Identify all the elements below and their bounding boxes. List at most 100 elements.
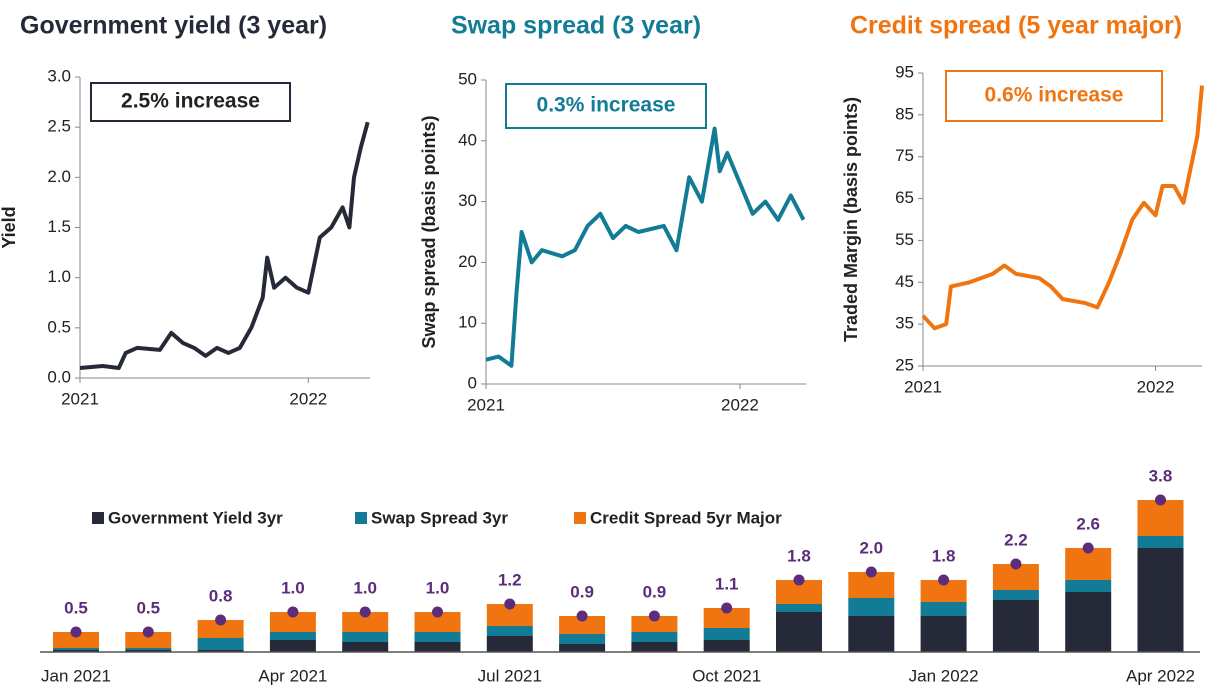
total-label: 0.9: [570, 582, 594, 601]
x-tick-label: Jul 2021: [478, 666, 542, 685]
total-label: 2.6: [1076, 514, 1100, 533]
total-label: 1.0: [353, 578, 377, 597]
y-tick-label: 2.5: [47, 117, 71, 136]
total-dot: [432, 606, 443, 618]
y-axis-label: Swap spread (basis points): [419, 115, 439, 348]
total-label: 0.8: [209, 586, 233, 605]
y-tick-label: 0: [468, 373, 477, 392]
annotation: 2.5% increase: [121, 90, 260, 113]
y-axis-label: Yield: [0, 206, 19, 248]
bar-segment: [559, 644, 606, 652]
bar-segment: [559, 616, 606, 634]
bar-segment: [703, 628, 750, 640]
legend-swatch: [574, 512, 586, 524]
total-dot: [287, 606, 299, 618]
annotation: 0.6% increase: [985, 84, 1124, 107]
total-label: 1.8: [787, 546, 811, 565]
bar-segment: [776, 612, 822, 652]
total-label: 1.8: [932, 546, 956, 565]
bar-segment: [414, 632, 461, 642]
y-tick-label: 1.5: [47, 217, 71, 236]
total-dot: [576, 610, 588, 622]
legend-swatch: [92, 512, 104, 524]
y-tick-label: 75: [895, 146, 914, 165]
bar-segment: [848, 598, 895, 616]
annotation: 0.3% increase: [537, 94, 676, 117]
x-tick-label: Apr 2021: [258, 666, 327, 685]
total-dot: [1155, 494, 1166, 506]
bar-segment: [1137, 500, 1184, 536]
line-series: [921, 85, 1204, 331]
total-dot: [938, 574, 950, 586]
total-label: 1.2: [498, 570, 522, 589]
y-tick-label: 0.5: [47, 317, 71, 336]
total-dot: [793, 574, 805, 586]
chart-title: Credit spread (5 year major): [850, 12, 1182, 40]
total-dot: [721, 602, 733, 614]
bar-segment: [342, 642, 389, 652]
bar-segment: [53, 650, 99, 652]
total-dot: [70, 626, 82, 638]
bar-segment: [269, 632, 316, 640]
y-tick-label: 10: [458, 313, 477, 332]
x-tick-label: 2021: [61, 389, 99, 408]
bar-segment: [631, 632, 678, 642]
bar-segment: [53, 632, 99, 648]
line-series: [485, 126, 806, 368]
bar-segment: [486, 626, 533, 636]
bar-segment: [1137, 548, 1184, 652]
bar-segment: [1137, 536, 1184, 548]
total-label: 1.0: [281, 578, 305, 597]
bar-segment: [992, 600, 1039, 652]
y-tick-label: 65: [895, 188, 914, 207]
legend-label: Government Yield 3yr: [108, 508, 283, 527]
total-dot: [1010, 558, 1022, 570]
total-label: 3.8: [1149, 466, 1173, 485]
legend-label: Swap Spread 3yr: [371, 508, 508, 527]
y-tick-label: 2.0: [47, 167, 71, 186]
bar-segment: [920, 580, 967, 602]
x-tick-label: 2022: [1137, 377, 1175, 396]
y-tick-label: 85: [895, 104, 914, 123]
total-label: 1.0: [426, 578, 450, 597]
bar-segment: [486, 636, 533, 652]
y-tick-label: 30: [458, 191, 477, 210]
total-dot: [504, 598, 516, 610]
total-dot: [865, 566, 877, 578]
y-tick-label: 45: [895, 272, 914, 291]
x-tick-label: Oct 2021: [692, 666, 761, 685]
bar-segment: [197, 650, 244, 652]
bar-segment: [486, 604, 533, 626]
bar-segment: [920, 616, 967, 652]
bar-segment: [559, 634, 606, 644]
bar-segment: [1065, 592, 1112, 652]
annotation-box: [505, 83, 707, 129]
bar-segment: [920, 602, 967, 616]
x-tick-label: 2021: [467, 395, 505, 414]
bar-segment: [414, 612, 461, 632]
bar-segment: [342, 632, 389, 642]
y-tick-label: 95: [895, 62, 914, 81]
bar-segment: [53, 648, 99, 650]
bar-segment: [342, 612, 389, 632]
total-dot: [215, 614, 227, 626]
total-label: 0.5: [136, 598, 160, 617]
x-tick-label: 2022: [289, 389, 327, 408]
legend-swatch: [355, 512, 367, 524]
bar-segment: [125, 650, 172, 652]
x-tick-label: Jan 2021: [41, 666, 111, 685]
total-dot: [359, 606, 371, 618]
total-label: 0.9: [643, 582, 667, 601]
bar-segment: [703, 640, 750, 652]
bar-segment: [125, 632, 172, 648]
chart-title: Swap spread (3 year): [451, 12, 701, 40]
bar-segment: [125, 648, 172, 650]
y-axis-label: Traded Margin (basis points): [841, 97, 861, 342]
y-tick-label: 55: [895, 230, 914, 249]
total-label: 2.2: [1004, 530, 1028, 549]
bar-segment: [631, 642, 678, 652]
bar-segment: [1065, 580, 1112, 592]
y-tick-label: 0.0: [47, 367, 71, 386]
bar-segment: [776, 604, 822, 612]
total-dot: [142, 626, 154, 638]
